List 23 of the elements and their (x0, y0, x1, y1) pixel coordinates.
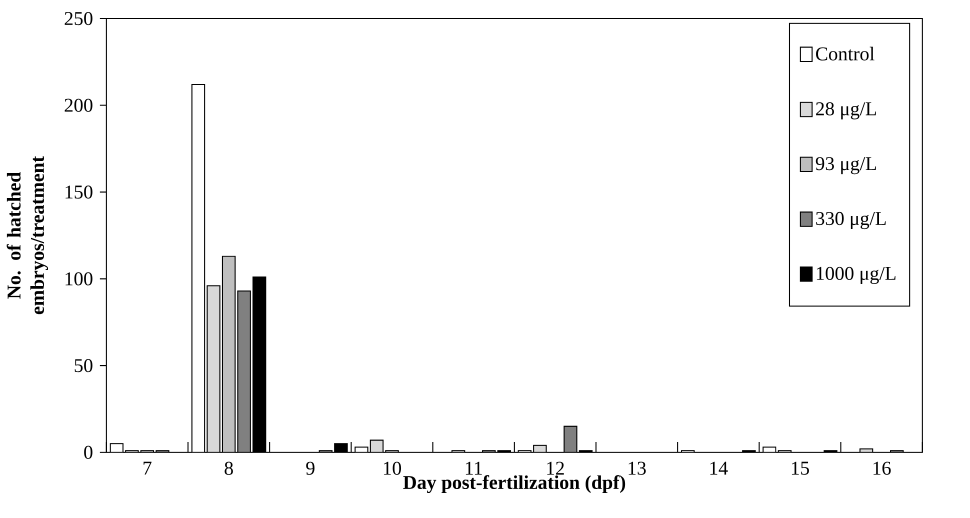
legend-label: 93 μg/L (816, 157, 876, 174)
x-tick-label: 10 (384, 462, 402, 476)
legend-label: 330 μg/L (816, 212, 886, 230)
x-tick-label: 7 (144, 462, 152, 475)
y-tick-label: 150 (66, 186, 92, 199)
legend-label: 1000 μg/L (816, 266, 896, 284)
y-tick-label: 50 (74, 359, 92, 372)
x-axis-title: Day post-fertilization (dpf) (403, 475, 626, 494)
x-tick-label: 16 (874, 462, 891, 475)
y-tick-label: 0 (84, 446, 92, 460)
x-tick-label: 12 (547, 462, 564, 475)
x-tick-label: 14 (710, 462, 728, 475)
x-tick-label: 8 (224, 462, 233, 476)
legend-label: 28 μg/L (816, 102, 876, 120)
x-tick-label: 11 (466, 462, 482, 475)
y-tick-label: 200 (64, 98, 92, 112)
x-tick-label: 15 (792, 462, 809, 475)
y-tick-label: 100 (66, 272, 92, 286)
y-tick-label: 250 (64, 12, 92, 26)
x-tick-label: 13 (628, 462, 646, 475)
y-axis-title: No. of hatched embryos/treatment (6, 156, 48, 314)
x-tick-label: 9 (306, 462, 314, 475)
legend-label: Control (816, 46, 874, 61)
